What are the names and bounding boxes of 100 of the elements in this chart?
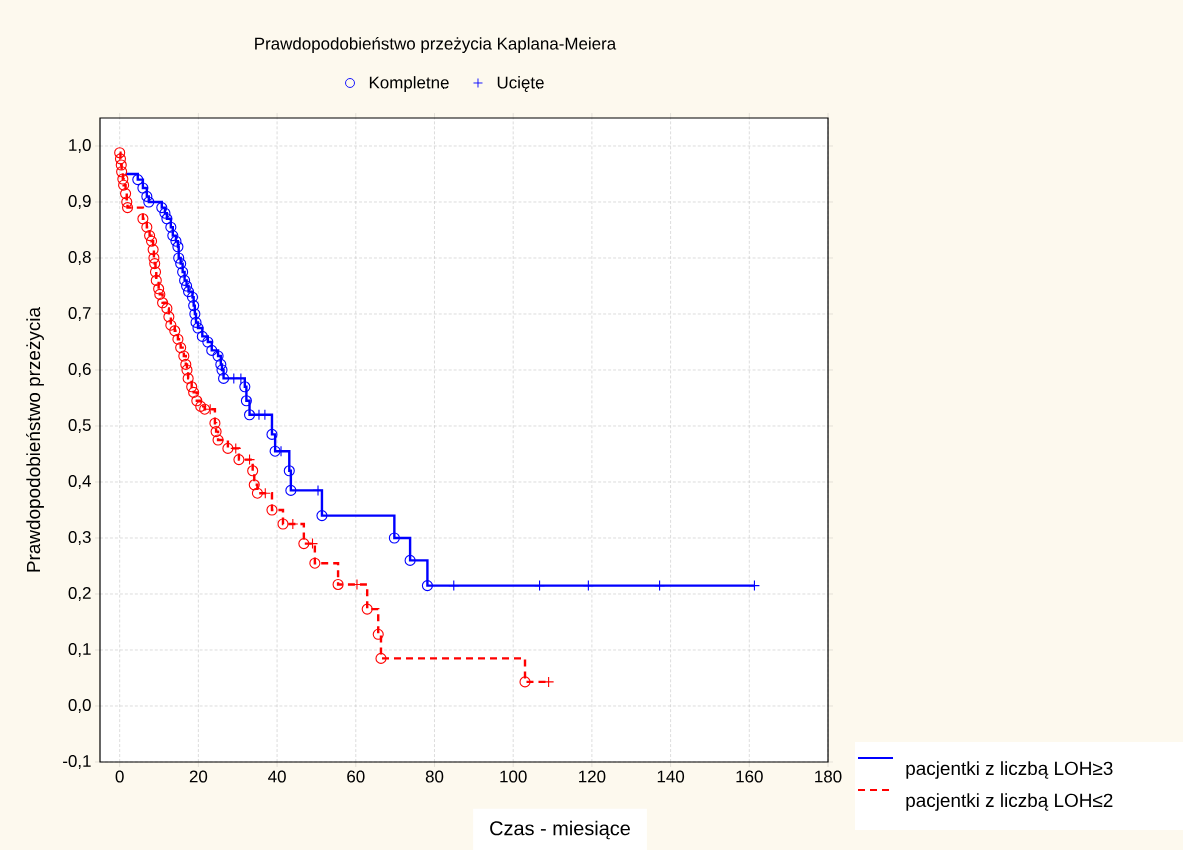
point	[115, 159, 127, 171]
y-tick-label: -0,1	[63, 754, 91, 769]
point	[122, 201, 134, 213]
y-tick-label: 0,8	[68, 250, 91, 265]
point	[189, 308, 201, 320]
point	[156, 201, 168, 213]
point	[149, 266, 162, 278]
legend-label: pacjentki z liczbą LOH≤2	[906, 793, 1113, 811]
point	[266, 428, 278, 440]
point	[191, 395, 203, 407]
point	[388, 532, 400, 544]
point	[116, 166, 128, 178]
x-tick-label: 80	[425, 770, 444, 783]
point	[239, 381, 251, 393]
point	[212, 350, 224, 362]
point	[153, 283, 165, 295]
point	[165, 319, 177, 331]
point	[421, 579, 433, 591]
chart-title: Prawdopodobieństwo przeżycia Kaplana-Meiera	[255, 36, 617, 53]
point	[114, 147, 126, 159]
point	[210, 425, 222, 437]
x-tick-label: 60	[347, 770, 365, 783]
x-tick-label: 20	[189, 770, 208, 783]
point	[247, 465, 259, 477]
point	[216, 364, 228, 376]
point	[118, 179, 130, 191]
point	[170, 235, 182, 247]
point	[148, 252, 160, 264]
point	[188, 299, 200, 311]
point	[309, 557, 321, 569]
x-tick-label: 40	[268, 770, 286, 783]
point	[167, 229, 179, 241]
point	[165, 221, 177, 233]
point	[283, 465, 295, 477]
point	[141, 190, 153, 202]
point	[266, 504, 278, 516]
point	[169, 325, 181, 337]
point	[177, 266, 189, 278]
x-tick-label: 100	[500, 770, 527, 783]
point	[137, 182, 149, 194]
point	[150, 274, 162, 286]
y-tick-label: 0,9	[68, 194, 91, 209]
y-tick-label: 0,0	[68, 698, 91, 713]
legend-label: Ucięte	[497, 75, 544, 92]
point	[361, 603, 373, 615]
y-tick-label: 0,3	[68, 530, 91, 545]
x-tick-label: 0	[115, 770, 124, 783]
point	[147, 243, 159, 255]
point	[179, 274, 191, 286]
point	[180, 358, 192, 370]
point	[149, 257, 161, 269]
point	[332, 578, 344, 590]
point	[144, 229, 156, 241]
point	[215, 358, 227, 370]
point	[175, 257, 187, 269]
y-tick-label: 1,0	[69, 138, 91, 153]
point	[182, 285, 195, 297]
point	[114, 153, 127, 165]
point	[172, 241, 184, 253]
point	[248, 479, 260, 491]
point	[143, 196, 155, 208]
point	[181, 364, 193, 376]
y-axis-title: Prawdopodobieństwo przeżycia	[26, 306, 44, 572]
point	[161, 302, 173, 314]
x-tick-label: 180	[815, 770, 842, 783]
x-tick-label: 140	[657, 770, 685, 783]
point	[404, 554, 416, 566]
point	[132, 173, 144, 185]
legend-label: Kompletne	[369, 75, 449, 92]
y-tick-label: 0,5	[68, 418, 91, 433]
x-axis-title: Czas - miesiące	[490, 820, 630, 840]
legend-label: pacjentki z liczbą LOH≥3	[906, 761, 1113, 779]
point	[192, 322, 204, 334]
y-tick-label: 0,1	[68, 642, 91, 657]
point	[285, 484, 297, 496]
point	[269, 445, 281, 457]
point	[146, 235, 158, 247]
y-tick-label: 0,6	[68, 362, 91, 377]
point	[173, 252, 185, 264]
point	[161, 213, 173, 225]
x-tick-label: 120	[579, 770, 606, 783]
x-tick-label: 160	[736, 770, 763, 783]
y-tick-label: 0,4	[68, 474, 91, 489]
point	[137, 213, 149, 225]
point	[157, 297, 169, 309]
point	[141, 221, 153, 233]
point	[240, 395, 252, 407]
point	[212, 434, 224, 446]
point	[186, 291, 199, 303]
point	[182, 372, 194, 384]
point	[748, 579, 760, 591]
point	[202, 336, 214, 348]
point	[117, 173, 129, 185]
point	[316, 509, 328, 521]
point	[206, 344, 218, 356]
y-tick-label: 0,2	[68, 586, 91, 601]
point	[172, 333, 184, 345]
point	[209, 417, 221, 429]
point	[163, 311, 175, 323]
point	[188, 386, 200, 398]
